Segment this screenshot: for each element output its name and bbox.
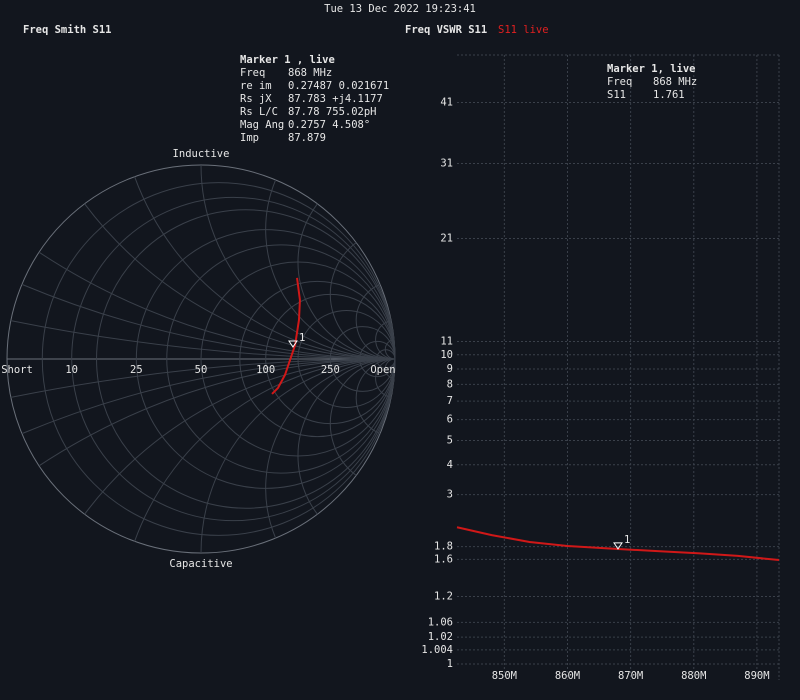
x-tick-label: 880M xyxy=(681,670,706,682)
y-tick-label: 1 xyxy=(447,658,453,670)
smith-reactance-arc xyxy=(329,358,396,476)
y-tick-label: 1.004 xyxy=(421,644,453,656)
smith-reactance-arc xyxy=(84,358,396,515)
capacitive-label: Capacitive xyxy=(169,558,232,570)
smith-reactance-arc xyxy=(84,203,396,360)
x-tick-label: 860M xyxy=(555,670,580,682)
smith-reactance-arc xyxy=(38,251,396,360)
marker-info-label: Mag Ang xyxy=(240,119,284,131)
vswr-marker xyxy=(613,542,623,550)
marker-info-value: 0.2757 4.508° xyxy=(288,119,370,131)
smith-reactance-arc xyxy=(384,358,396,379)
marker-info-label: Freq xyxy=(240,67,265,79)
open-label: Open xyxy=(370,364,395,376)
y-tick-label: 9 xyxy=(447,363,453,375)
marker-info-value: 87.783 +j4.1177 xyxy=(288,93,383,105)
smith-reactance-arc xyxy=(200,164,396,360)
y-tick-label: 1.8 xyxy=(434,541,453,553)
marker-info-value: 1.761 xyxy=(653,89,685,101)
marker-info-label: Rs jX xyxy=(240,93,272,105)
y-tick-label: 1.02 xyxy=(428,631,453,643)
y-tick-label: 11 xyxy=(440,335,453,347)
smith-trace xyxy=(271,277,301,395)
y-tick-label: 1.06 xyxy=(428,616,453,628)
marker-info-value: 87.879 xyxy=(288,132,326,144)
y-tick-label: 8 xyxy=(447,378,453,390)
smith-reactance-arc xyxy=(297,358,396,515)
smith-reactance-arc xyxy=(265,179,396,360)
marker-info-label: Imp xyxy=(240,132,259,144)
y-tick-label: 4 xyxy=(447,459,453,471)
smith-reactance-arc xyxy=(384,339,396,360)
smith-reactance-arc xyxy=(265,358,396,539)
y-tick-label: 31 xyxy=(440,158,453,170)
marker-info-value: 868 MHz xyxy=(288,67,332,79)
marker-info-value: 87.78 755.02pH xyxy=(288,106,377,118)
x-tick-label: 850M xyxy=(492,670,517,682)
y-tick-label: 10 xyxy=(440,349,453,361)
r-tick-label: 50 xyxy=(195,364,208,376)
marker-info-title: Marker 1 , live xyxy=(240,54,335,66)
marker-info-label: Rs L/C xyxy=(240,106,278,118)
smith-reactance-arc xyxy=(297,203,396,360)
marker-label: 1 xyxy=(624,534,630,546)
r-tick-label: 25 xyxy=(130,364,143,376)
smith-reactance-arc xyxy=(200,358,396,554)
smith-reactance-arc xyxy=(329,242,396,360)
r-tick-label: 10 xyxy=(65,364,78,376)
r-tick-label: 100 xyxy=(256,364,275,376)
marker-info-label: re im xyxy=(240,80,272,92)
smith-resistance-circle xyxy=(329,326,396,392)
smith-reactance-arc xyxy=(38,358,396,467)
x-tick-label: 890M xyxy=(744,670,769,682)
vswr-title: Freq VSWR S11 xyxy=(405,24,487,36)
y-tick-label: 5 xyxy=(447,434,453,446)
smith-reactance-arc xyxy=(134,358,396,542)
y-tick-label: 1.2 xyxy=(434,591,453,603)
marker-info-value: 868 MHz xyxy=(653,76,697,88)
y-tick-label: 6 xyxy=(447,414,453,426)
marker-info-value: 0.27487 0.021671 xyxy=(288,80,389,92)
smith-reactance-arc xyxy=(134,176,396,360)
marker-info-label: Freq xyxy=(607,76,632,88)
x-tick-label: 870M xyxy=(618,670,643,682)
marker-info-label: S11 xyxy=(607,89,626,101)
marker-info-title: Marker 1, live xyxy=(607,63,696,75)
y-tick-label: 41 xyxy=(440,96,453,108)
marker-label: 1 xyxy=(299,332,305,344)
y-tick-label: 3 xyxy=(447,489,453,501)
inductive-label: Inductive xyxy=(173,148,230,160)
y-tick-label: 7 xyxy=(447,395,453,407)
smith-marker xyxy=(288,340,298,348)
r-tick-label: 250 xyxy=(321,364,340,376)
y-tick-label: 1.6 xyxy=(434,553,453,565)
y-tick-label: 21 xyxy=(440,232,453,244)
legend-entry: S11 live xyxy=(498,24,549,36)
short-label: Short xyxy=(1,364,33,376)
smith-title: Freq Smith S11 xyxy=(23,24,112,36)
timestamp: Tue 13 Dec 2022 19:23:41 xyxy=(324,3,476,15)
